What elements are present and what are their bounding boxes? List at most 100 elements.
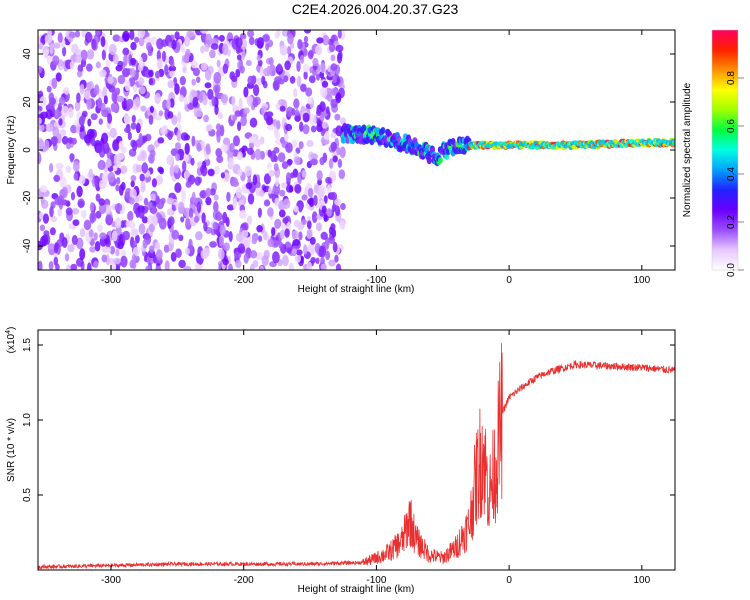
heatmap-cell	[39, 185, 48, 193]
heatmap-cell	[188, 238, 193, 251]
heatmap-cell	[330, 87, 339, 96]
heatmap-cell	[164, 260, 170, 270]
heatmap-cell	[89, 201, 95, 212]
heatmap-cell	[339, 117, 346, 125]
heatmap-cell	[132, 84, 138, 93]
heatmap-cell	[325, 106, 330, 115]
heatmap-cell	[273, 163, 279, 172]
heatmap-cell	[213, 194, 219, 201]
heatmap-cell	[101, 49, 106, 61]
heatmap-cell	[86, 49, 95, 60]
heatmap-cell	[106, 246, 112, 254]
heatmap-cell	[294, 115, 301, 122]
heatmap-cell	[190, 157, 195, 166]
heatmap-cell	[143, 197, 149, 206]
heatmap-cell	[170, 252, 177, 262]
heatmap-cell	[257, 207, 262, 218]
heatmap-cell	[326, 207, 332, 217]
heatmap-cell	[38, 152, 42, 164]
heatmap-cell	[175, 248, 182, 258]
heatmap-cell	[134, 96, 141, 108]
heatmap-cell	[306, 229, 313, 239]
heatmap-cell	[166, 98, 171, 110]
heatmap-cell	[167, 131, 173, 141]
heatmap-cell	[237, 151, 243, 161]
heatmap-cell	[330, 141, 337, 152]
top-x-axis: -300 -200 -100 0 100	[101, 30, 651, 286]
heatmap-cell	[185, 48, 191, 58]
heatmap-cell	[243, 86, 249, 98]
heatmap-cell	[146, 42, 152, 51]
heatmap-cell	[330, 223, 336, 231]
colorbar-tick-label: 0.0	[726, 263, 737, 277]
heatmap-cell	[66, 142, 71, 150]
heatmap-cell	[171, 229, 180, 240]
heatmap-cell	[128, 197, 135, 205]
heatmap-cell	[61, 135, 69, 145]
y-tick-label: -20	[22, 190, 33, 205]
x-tick-label: -200	[234, 575, 254, 586]
heatmap-cell	[265, 116, 273, 126]
heatmap-cell	[286, 247, 292, 254]
heatmap-cell	[241, 222, 249, 232]
heatmap-cell	[220, 172, 225, 179]
heatmap-cell	[299, 54, 305, 64]
heatmap-cell	[60, 176, 67, 189]
heatmap-cell	[86, 98, 92, 110]
heatmap-cell	[114, 203, 123, 212]
heatmap-cell	[330, 54, 336, 62]
heatmap-cell	[214, 165, 220, 175]
heatmap-cell	[220, 93, 228, 104]
heatmap-cell	[147, 50, 153, 57]
heatmap-cell	[58, 96, 66, 105]
heatmap-cell	[268, 169, 275, 177]
heatmap-cell	[54, 109, 59, 118]
heatmap-cell	[57, 58, 64, 71]
heatmap-cell	[329, 191, 338, 201]
heatmap-cell	[126, 98, 134, 109]
heatmap-cell	[166, 197, 174, 205]
heatmap-cell	[129, 67, 136, 78]
heatmap-cell	[339, 146, 346, 159]
heatmap-cell	[55, 263, 60, 270]
heatmap-cell	[115, 249, 120, 257]
heatmap-cell	[259, 66, 265, 78]
heatmap-cell	[216, 131, 221, 143]
heatmap-cell	[191, 191, 196, 204]
heatmap-cell	[160, 125, 168, 136]
heatmap-cell	[167, 216, 175, 226]
heatmap-cell	[319, 157, 325, 166]
heatmap-cell	[332, 241, 338, 253]
heatmap-cell	[312, 57, 319, 67]
heatmap-cell	[148, 69, 154, 78]
heatmap-cell	[235, 259, 242, 269]
heatmap-cell	[38, 260, 43, 270]
y-tick-label: 1.0	[22, 413, 33, 427]
heatmap-cell	[74, 100, 81, 112]
x-tick-label: 100	[633, 275, 650, 286]
heatmap-cell	[129, 30, 135, 41]
heatmap-cell	[105, 214, 112, 226]
heatmap-cell	[64, 253, 70, 262]
heatmap-cell	[321, 205, 327, 214]
heatmap-cell	[205, 187, 211, 198]
heatmap-cell	[127, 131, 132, 141]
heatmap-cell	[244, 165, 252, 177]
heatmap-cell	[55, 162, 64, 170]
heatmap-cell	[138, 36, 145, 47]
heatmap-cell	[38, 65, 43, 74]
heatmap-cell	[167, 80, 175, 89]
heatmap-cell	[98, 118, 104, 125]
heatmap-cell	[259, 265, 264, 270]
heatmap-cell	[122, 30, 130, 42]
heatmap-cell	[245, 182, 253, 190]
heatmap-cell	[246, 95, 254, 105]
heatmap-cell	[135, 164, 143, 173]
x-tick-label: -300	[101, 575, 121, 586]
heatmap-cell	[112, 34, 121, 42]
heatmap-cell	[672, 141, 675, 147]
heatmap-cell	[75, 123, 80, 134]
heatmap-cell	[110, 103, 116, 113]
heatmap-cell	[286, 158, 293, 166]
heatmap-cell	[246, 147, 254, 155]
